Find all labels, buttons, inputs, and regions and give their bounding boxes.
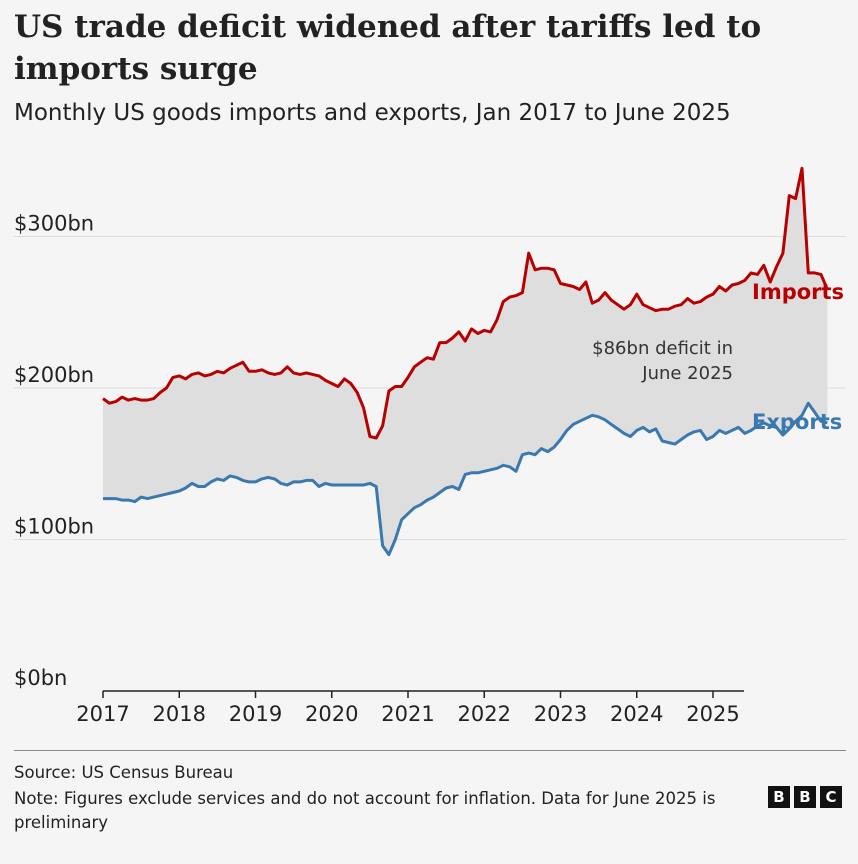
deficit-area <box>103 168 828 555</box>
bbc-logo-block: B <box>794 786 816 808</box>
x-tick-label: 2024 <box>610 702 663 726</box>
x-tick-label: 2019 <box>229 702 282 726</box>
bbc-logo-block: C <box>820 786 842 808</box>
y-tick-label: $300bn <box>14 212 94 236</box>
chart-title: US trade deficit widened after tariffs l… <box>14 9 762 87</box>
x-tick-label: 2018 <box>153 702 206 726</box>
x-tick-label: 2025 <box>686 702 739 726</box>
note-text: Note: Figures exclude services and do no… <box>14 789 716 832</box>
annotation-line: June 2025 <box>641 363 733 384</box>
exports-label: Exports <box>752 410 842 434</box>
footer-divider <box>14 750 846 751</box>
source-text: Source: US Census Bureau <box>14 763 234 782</box>
x-axis: 2017 2018 2019 2020 2021 2022 2023 2024 2025 <box>76 690 744 726</box>
deficit-annotation: $86bn deficit in June 2025 <box>592 338 733 384</box>
y-tick-label: $0bn <box>14 666 67 690</box>
x-tick-label: 2022 <box>458 702 511 726</box>
y-tick-label: $200bn <box>14 363 94 387</box>
x-tick-label: 2020 <box>305 702 358 726</box>
bbc-logo-block: B <box>768 786 790 808</box>
imports-line <box>102 166 829 440</box>
bbc-logo: B B C <box>768 786 842 808</box>
x-tick-label: 2021 <box>381 702 434 726</box>
annotation-line: $86bn deficit in <box>592 338 733 359</box>
x-tick-label: 2017 <box>76 702 129 726</box>
exports-line <box>103 401 828 557</box>
y-tick-label: $100bn <box>14 515 94 539</box>
series-labels: Imports Exports <box>752 280 844 434</box>
y-axis-tick-labels: $0bn $100bn $200bn $300bn <box>14 212 94 691</box>
imports-label: Imports <box>752 280 844 304</box>
chart-subtitle: Monthly US goods imports and exports, Ja… <box>14 100 731 126</box>
x-tick-label: 2023 <box>534 702 587 726</box>
